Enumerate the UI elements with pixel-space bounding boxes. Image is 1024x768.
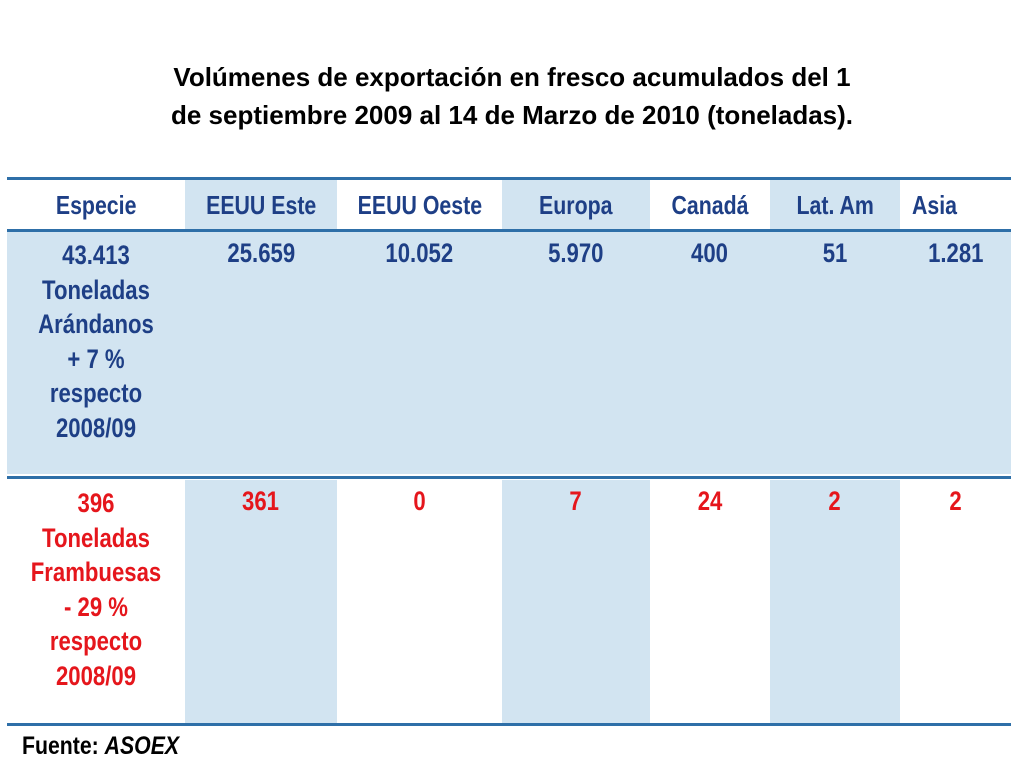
row-arandanos-eeuu-este: 25.659 <box>185 232 337 474</box>
header-asia: Asia <box>912 190 958 220</box>
row-frambuesas-species: 396 Toneladas Frambuesas - 29 % respecto… <box>30 488 162 691</box>
row-frambuesas-canada: 24 <box>697 486 723 516</box>
row-frambuesas-eeuu-este: 361 <box>185 480 337 723</box>
title-line-2: de septiembre 2009 al 14 de Marzo de 201… <box>170 100 854 130</box>
row-arandanos-asia: 1.281 <box>900 232 1011 474</box>
header-europa: Europa <box>502 180 650 229</box>
header-eeuu-oeste: EEUU Oeste <box>357 190 482 220</box>
header-bottom-rule <box>7 229 1011 232</box>
table-top-rule <box>7 177 1011 180</box>
row-arandanos-europa: 5.970 <box>502 232 650 474</box>
source-note: Fuente: ASOEX <box>22 732 179 761</box>
row-frambuesas-asia: 2 <box>949 486 962 516</box>
row-arandanos-species: 43.413 Toneladas Arándanos + 7 % respect… <box>7 232 185 474</box>
source-name: ASOEX <box>104 732 180 760</box>
row-frambuesas-eeuu-oeste: 0 <box>413 486 426 516</box>
table-bottom-rule <box>7 723 1011 726</box>
source-label: Fuente: <box>22 732 99 760</box>
header-especie: Especie <box>55 190 137 220</box>
row-arandanos-eeuu-oeste: 10.052 <box>337 232 502 474</box>
row-frambuesas-lat-am: 2 <box>770 480 900 723</box>
row-frambuesas-europa: 7 <box>502 480 650 723</box>
header-eeuu-este: EEUU Este <box>185 180 337 229</box>
title-line-1: Volúmenes de exportación en fresco acumu… <box>173 62 851 92</box>
header-lat-am: Lat. Am <box>770 180 900 229</box>
header-canada: Canadá <box>671 190 749 220</box>
export-volume-table: Especie EEUU Este EEUU Oeste Europa Cana… <box>7 177 1011 726</box>
row-arandanos-canada: 400 <box>650 232 770 474</box>
row-arandanos-lat-am: 51 <box>770 232 900 474</box>
row-divider-rule <box>7 476 1011 479</box>
slide-title: Volúmenes de exportación en fresco acumu… <box>40 58 984 134</box>
